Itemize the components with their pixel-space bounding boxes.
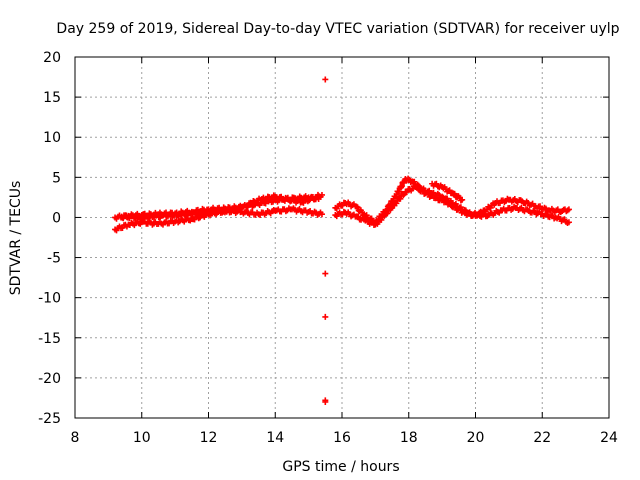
x-tick-label: 16	[333, 430, 351, 446]
data-point	[565, 219, 572, 226]
data-point	[388, 205, 395, 212]
x-tick-label: 12	[200, 430, 218, 446]
x-tick-label: 18	[400, 430, 418, 446]
outlier-point	[322, 398, 329, 405]
data-point	[384, 210, 391, 217]
data-point	[318, 211, 325, 218]
data-point	[447, 200, 454, 207]
y-tick-label: -5	[47, 251, 61, 267]
x-tick-labels: 8 10 12 14 16 18 20 22 24	[71, 430, 618, 446]
y-tick-label: -15	[38, 331, 61, 347]
data-point	[354, 204, 361, 211]
data-point	[318, 191, 325, 198]
x-tick-label: 22	[533, 430, 551, 446]
y-tick-label: 0	[52, 210, 61, 226]
grid	[75, 57, 609, 418]
axis-ticks	[74, 56, 610, 419]
data-point	[565, 206, 572, 213]
y-tick-label: 5	[52, 170, 61, 186]
x-tick-label: 20	[467, 430, 485, 446]
data-point	[378, 216, 385, 223]
y-axis-label: SDTVAR / TECUs	[8, 181, 24, 296]
y-tick-labels: 20 15 10 5 0 -5 -10 -15 -20 -25	[38, 50, 61, 427]
x-axis-label: GPS time / hours	[282, 459, 399, 475]
y-tick-label: -25	[38, 411, 61, 427]
y-tick-label: 15	[43, 90, 61, 106]
outlier-point	[322, 76, 329, 83]
y-tick-label: -20	[38, 371, 61, 387]
x-tick-label: 8	[71, 430, 80, 446]
y-tick-label: -10	[38, 291, 61, 307]
data-point	[400, 192, 407, 199]
data-points	[112, 76, 572, 405]
x-tick-label: 24	[600, 430, 618, 446]
outlier-point	[322, 270, 329, 277]
x-tick-label: 10	[133, 430, 151, 446]
y-tick-label: 20	[43, 50, 61, 66]
data-point	[397, 195, 404, 202]
chart-title: Day 259 of 2019, Sidereal Day-to-day VTE…	[56, 21, 619, 37]
y-tick-label: 10	[43, 130, 61, 146]
x-tick-label: 14	[266, 430, 284, 446]
data-point	[459, 196, 466, 203]
outlier-point	[322, 313, 329, 320]
data-point	[451, 190, 458, 197]
